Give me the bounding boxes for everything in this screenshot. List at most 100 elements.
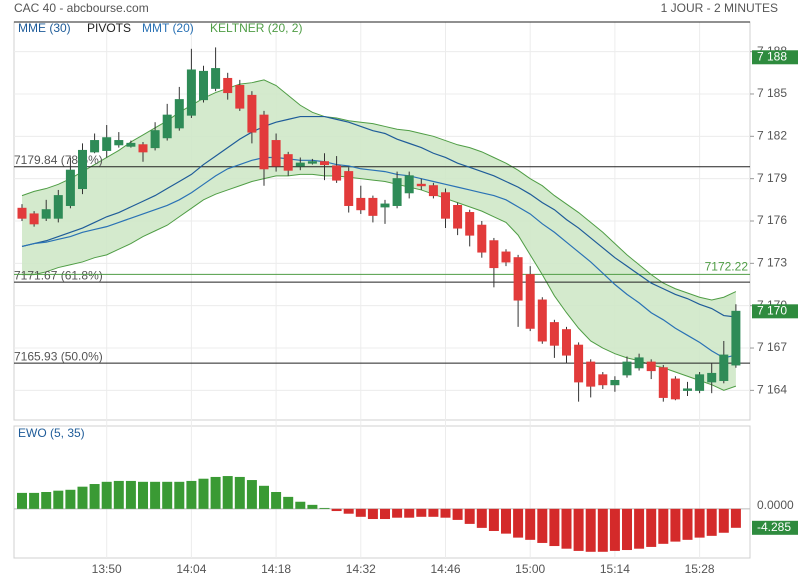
bar — [585, 508, 596, 552]
candle-body — [574, 344, 584, 383]
value-label: -4.285 — [757, 520, 791, 534]
candle-body — [683, 388, 692, 391]
bar — [162, 481, 173, 509]
candle-body — [404, 175, 414, 194]
candle-body — [622, 361, 632, 376]
candle-body — [416, 183, 426, 187]
candle-body — [271, 140, 281, 167]
candle-body — [78, 149, 87, 190]
price-box-label: 7 188 — [757, 49, 787, 63]
bar — [53, 490, 64, 509]
candle-body — [150, 130, 160, 149]
candle-body — [428, 185, 438, 197]
x-tick-label: 14:32 — [346, 562, 376, 576]
bar — [186, 480, 197, 509]
candle-body — [283, 154, 293, 171]
legend-entry: PIVOTS — [87, 21, 131, 35]
candle-body — [102, 137, 112, 151]
bar — [549, 508, 560, 547]
keltner-lower — [22, 173, 737, 391]
bar — [718, 508, 729, 533]
bar — [597, 508, 608, 552]
bar — [658, 508, 669, 544]
candle-body — [380, 203, 390, 208]
bar — [17, 492, 27, 509]
bar — [355, 508, 366, 517]
bar — [113, 480, 124, 509]
candle-body — [441, 192, 450, 219]
candle-body — [126, 142, 136, 147]
bar — [331, 508, 342, 512]
period-label: 1 JOUR - 2 MINUTES — [661, 1, 778, 15]
bar — [706, 508, 717, 536]
bar — [634, 508, 645, 549]
bar — [283, 496, 294, 509]
bar — [29, 492, 40, 509]
bar — [404, 508, 415, 518]
candle-body — [392, 178, 402, 206]
candle-body — [670, 378, 680, 400]
bar — [646, 508, 657, 547]
plot-layer: 13:50 14:04 14:18 14:32 14:46 15:00 15:14 15:28… — [14, 22, 798, 576]
y-tick-label: 7 164 — [757, 383, 787, 397]
candle-body — [465, 212, 475, 236]
candle-body — [247, 94, 257, 133]
bar — [295, 501, 306, 509]
candle-body — [235, 85, 245, 109]
bar — [416, 508, 427, 517]
candle-body — [610, 379, 620, 386]
candle-body — [29, 213, 39, 225]
legend-entry: MMT (20) — [142, 21, 194, 35]
bar — [367, 508, 378, 520]
bar — [210, 476, 221, 509]
candle-body — [562, 329, 571, 356]
legend-entry: KELTNER (20, 2) — [210, 21, 302, 35]
x-tick-label: 14:18 — [261, 562, 291, 576]
bar — [380, 508, 390, 520]
y-tick-label: 7 185 — [757, 86, 787, 100]
y-tick-label: 7 182 — [757, 128, 787, 142]
candle-body — [259, 114, 269, 170]
bar — [561, 508, 572, 549]
candle-body — [295, 162, 305, 167]
bar — [259, 485, 269, 509]
bar — [730, 508, 741, 528]
price-box-label: 7 170 — [757, 303, 787, 317]
x-tick-label: 15:14 — [600, 562, 630, 576]
candle-body — [549, 322, 559, 346]
candle-body — [199, 70, 208, 101]
bar — [222, 476, 233, 509]
candle-body — [368, 197, 378, 216]
candle-body — [114, 140, 124, 146]
candle-body — [719, 354, 729, 381]
candle-body — [501, 251, 511, 263]
bar — [101, 481, 112, 509]
candle-body — [223, 77, 233, 94]
bar — [198, 478, 209, 509]
candle-body — [174, 99, 184, 129]
bar — [501, 508, 511, 534]
candle-body — [489, 240, 499, 269]
x-tick-label: 15:28 — [685, 562, 715, 576]
bar — [525, 508, 536, 540]
x-tick-label: 13:50 — [92, 562, 122, 576]
keltner-upper — [21, 79, 737, 301]
candle-body — [186, 69, 196, 116]
candle-body — [525, 274, 535, 329]
candle-body — [17, 207, 27, 219]
bar — [537, 508, 548, 543]
pivot-label: 7171.67 (61.8%) — [14, 268, 103, 282]
moving-average — [21, 156, 737, 359]
bar — [234, 476, 245, 509]
bar — [392, 508, 403, 518]
candle-body — [586, 361, 596, 387]
x-tick-label: 14:46 — [430, 562, 460, 576]
candle-body — [695, 374, 705, 391]
candle-body — [707, 372, 717, 383]
bar — [271, 492, 282, 509]
candle-body — [138, 144, 148, 153]
keltner-fill — [22, 79, 736, 391]
x-tick-label: 15:00 — [515, 562, 545, 576]
bar — [513, 508, 524, 538]
y-tick-label: 0.0000 — [757, 498, 794, 512]
